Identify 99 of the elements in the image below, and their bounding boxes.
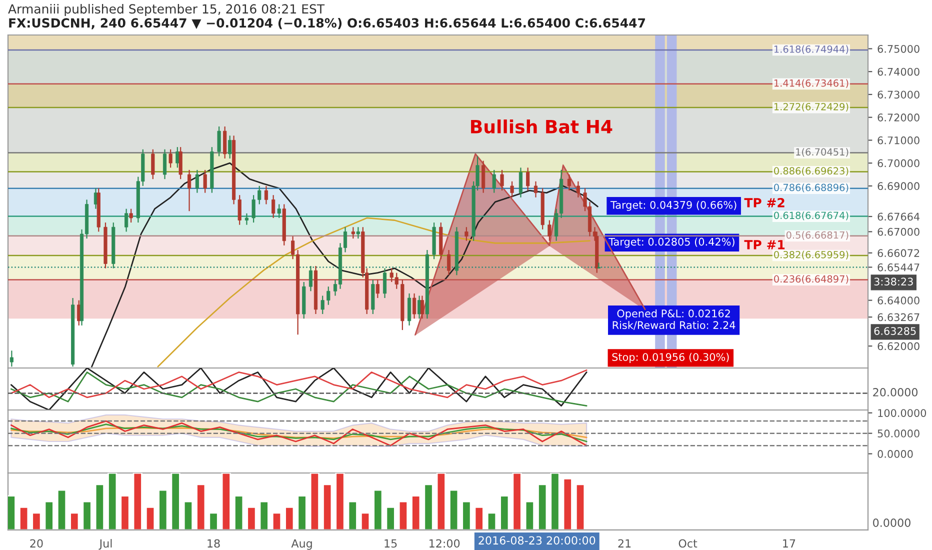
bar [449, 489, 459, 530]
text: 20.0000 [873, 388, 918, 396]
bar [94, 484, 104, 530]
ref-line-label: 1.618(6.74944) [774, 45, 848, 54]
x-tick-label: 18 [208, 539, 220, 548]
bar [208, 512, 218, 530]
y-tick-label: 6.69000 [878, 182, 920, 190]
annotation: Bullish Bat H4 [471, 120, 612, 134]
bar [108, 473, 118, 530]
bar [196, 484, 206, 530]
y-tick-label: 6.63267 [878, 313, 920, 322]
bar [183, 500, 194, 530]
bar [386, 506, 396, 530]
bar [500, 495, 510, 530]
bar [246, 506, 256, 530]
ref-line-label: 1.414(6.73461) [774, 79, 848, 88]
y-tick-label: 6.66072 [878, 249, 920, 258]
annotation: 6.63285 [874, 327, 916, 335]
line-series [10, 420, 588, 446]
ref-line-label: 0.886(6.69623) [774, 167, 848, 176]
bar [82, 500, 92, 530]
bar [44, 500, 54, 530]
bar [310, 473, 320, 530]
y-tick-label: 100.0000 [878, 409, 926, 417]
bar [524, 500, 534, 530]
y-tick-label: 6.64000 [878, 296, 920, 304]
y-tick-label: 6.67000 [878, 228, 920, 236]
bar [56, 489, 67, 530]
bar [411, 495, 421, 530]
bar [221, 473, 231, 530]
annotation: TP #2 [744, 198, 784, 208]
ref-line-label: 0.382(6.65959) [774, 250, 848, 260]
chart-subtitle: FX:USDCNH, 240 6.65447 ▼ −0.01204 (−0.18%) O:6.65403 H:6.65644 L:6.65400 C:6.65447 [9, 18, 645, 30]
bar [145, 506, 156, 530]
ref-line-label: 1.272(6.72429) [774, 102, 848, 112]
line-series [91, 162, 598, 368]
bar [120, 495, 130, 530]
bar [284, 506, 294, 530]
ref-line-label: 1(6.70451) [796, 148, 848, 157]
x-tick-label: 21 [618, 539, 631, 548]
y-tick-label: 6.62000 [878, 342, 920, 350]
bar [322, 484, 332, 530]
ref-line-label: 0.786(6.68896) [774, 184, 848, 192]
bar [70, 512, 80, 530]
y-tick-label: 6.70000 [878, 159, 920, 168]
bar [360, 512, 370, 530]
y-tick-label: 6.67664 [878, 212, 920, 221]
bar [132, 473, 142, 530]
y-tick-label: 0.0000 [878, 450, 913, 458]
bar [234, 495, 244, 530]
annotation: Opened P&L: 0.02162 Risk/Reward Ratio: 2.24 [612, 309, 736, 330]
bar [424, 484, 434, 530]
ref-line-label: 0.5(6.66817) [786, 231, 848, 240]
y-tick-label: 6.75000 [878, 44, 920, 53]
bar [575, 484, 586, 530]
ref-line-label: 0.618(6.67674) [774, 212, 848, 220]
bar [398, 500, 408, 530]
chart-title: Armaniii published September 15, 2016 08:21 EST [8, 4, 325, 16]
y-tick-label: 6.72000 [878, 114, 920, 122]
bar [19, 506, 29, 530]
bar [158, 489, 168, 530]
x-tick-label: Oct [678, 539, 698, 548]
y-tick-label: 6.74000 [878, 68, 920, 76]
bar [170, 473, 180, 530]
bar [259, 500, 269, 530]
annotation: Target: 0.02805 (0.42%) [608, 238, 734, 248]
bar [512, 473, 522, 530]
annotation: 3:38:23 [874, 278, 913, 286]
bar [474, 506, 484, 530]
line-series [10, 424, 588, 442]
x-tick-label: 15 [384, 539, 397, 548]
bar [373, 489, 383, 530]
x-tick-label: Jul [98, 539, 112, 550]
bar [562, 478, 572, 530]
bar [462, 500, 472, 530]
y-tick-label: 6.73000 [878, 90, 920, 99]
candlestick [129, 208, 133, 224]
annotation: TP #1 [744, 240, 785, 250]
x-tick-label: 20 [30, 539, 43, 548]
x-tick-label: 12:00 [430, 539, 460, 548]
x-tick-label: 17 [783, 539, 796, 548]
annotation: Target: 0.04379 (0.66%) [610, 200, 736, 211]
line-series [157, 217, 590, 368]
bar [436, 473, 446, 530]
bar [32, 512, 42, 530]
bar [486, 512, 497, 530]
x-tick-label: Aug [291, 539, 312, 550]
bar [272, 512, 282, 530]
y-tick-label: 50.0000 [878, 430, 920, 438]
y-tick-label: 6.65447 [878, 263, 920, 272]
y-tick-label: 6.71000 [878, 136, 920, 144]
ref-line-label: 0.236(6.64897) [774, 275, 848, 284]
annotation: Stop: 0.01956 (0.30%) [612, 352, 729, 363]
bar [348, 500, 358, 530]
bar [538, 484, 548, 530]
text: 2016-08-23 20:00:00 [478, 536, 596, 545]
bar [550, 473, 560, 530]
bar [297, 495, 307, 530]
bar [335, 473, 345, 530]
